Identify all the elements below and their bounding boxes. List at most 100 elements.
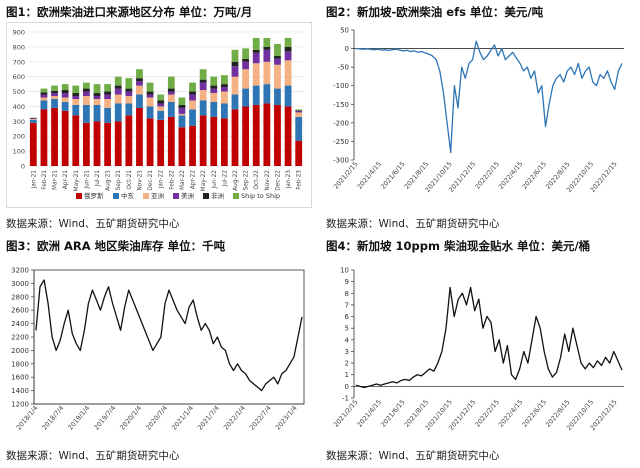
bar-segment (157, 119, 165, 166)
y-tick-label: 1 (345, 371, 349, 379)
chart-1-title: 图1：欧洲柴油进口来源地区分布 单位：万吨/月 (6, 5, 253, 19)
y-tick-label: 800 (13, 43, 25, 51)
bar-segment (263, 103, 271, 166)
legend-label: 美洲 (181, 191, 194, 200)
chart-1-svg: 0 100 200 300 400 500 600 700 800 900 Jan-21 Feb-21… (6, 22, 312, 208)
bar-segment (72, 96, 80, 99)
y-tick-label: 700 (13, 58, 25, 66)
bar-segment (40, 88, 48, 93)
x-tick-label: 2020/7/4 (144, 404, 169, 432)
bar-segment (167, 76, 175, 89)
y-tick-label: 2200 (11, 334, 29, 342)
bar-segment (220, 75, 228, 85)
bar-segment (146, 94, 154, 98)
bar-segment (189, 82, 196, 92)
bar-segment (263, 49, 271, 62)
bar-segment (167, 116, 175, 166)
data-line (355, 286, 623, 389)
x-tick-label: Jun-22 (212, 170, 218, 190)
bar-segment (51, 90, 58, 94)
bar-segment (274, 58, 281, 65)
bar-segment (178, 97, 186, 105)
bar-segment (125, 88, 133, 92)
bar-segment (242, 106, 250, 166)
bar-segment (231, 94, 239, 110)
bar-segment (51, 99, 58, 108)
bar-segment (82, 82, 90, 89)
bar-segment (242, 48, 250, 59)
bar-segment (274, 88, 281, 105)
bar-segment (157, 94, 165, 101)
bar-segment (220, 84, 228, 88)
bar-segment (252, 37, 260, 50)
bar-segment (82, 91, 90, 97)
y-tick-label: 5 (345, 325, 349, 333)
y-tick-label: 0 (345, 383, 349, 391)
bar-segment (40, 92, 48, 95)
bar-segment (125, 96, 133, 104)
data-line (35, 279, 303, 392)
bar-segment (136, 94, 143, 108)
bar-segment (72, 85, 80, 94)
bar-segment (220, 91, 228, 104)
y-tick-label: 4 (345, 336, 350, 344)
bar-segment (157, 110, 165, 120)
bar-segment (210, 93, 218, 102)
panel-1: 图1：欧洲柴油进口来源地区分布 单位：万吨/月 0 100 200 300 400 500… (0, 0, 320, 234)
bar-segment (93, 99, 101, 105)
bar-segment (136, 81, 143, 86)
legend-swatch (113, 193, 119, 199)
bar-segment (146, 118, 154, 166)
bar-segment (125, 103, 133, 116)
bar-segment (114, 76, 122, 86)
bar-segment (29, 119, 37, 120)
bar-segment (231, 76, 239, 95)
bar-segment (178, 107, 186, 114)
y-tick-label: 300 (13, 118, 25, 126)
y-tick-label: 1800 (11, 360, 29, 368)
bar-segment (274, 55, 281, 59)
bar-segment (104, 99, 112, 108)
bar-segment (274, 64, 281, 89)
bar-segment (220, 118, 228, 166)
bar-segment (136, 78, 143, 82)
bar-segment (72, 93, 80, 97)
bar-segment (61, 93, 69, 98)
y-tick-label: 600 (13, 73, 25, 81)
x-tick-label: Feb-22 (169, 170, 175, 190)
y-tick-label: 2600 (11, 307, 29, 315)
x-tick-label: Jan-22 (159, 170, 165, 190)
x-tick-label: 2021/7/4 (196, 404, 221, 432)
bar-segment (167, 88, 175, 92)
bar-segment (199, 115, 207, 166)
bar-segment (189, 91, 196, 95)
y-tick-label: -1 (342, 395, 349, 403)
bar-segment (29, 122, 37, 166)
legend-swatch (143, 193, 149, 199)
bar-segment (114, 94, 122, 104)
x-tick-label: 2022/7/4 (248, 404, 273, 432)
bar-segment (61, 110, 69, 166)
bar-segment (242, 58, 250, 62)
y-tick-label: 7 (345, 301, 349, 309)
bar-segment (104, 91, 112, 95)
legend-label: Ship to Ship (241, 192, 280, 200)
panel-2: 图2：新加坡-欧洲柴油 efs 单位：美元/吨 50 0 -50 -100 -150 -2… (320, 0, 640, 234)
bar-segment (295, 109, 303, 111)
bar-segment (295, 140, 303, 166)
legend-swatch (76, 193, 82, 199)
x-tick-label: Sep-22 (244, 170, 250, 191)
x-tick-label: Jul-22 (222, 170, 228, 188)
bar-segment (220, 87, 228, 92)
bar-segment (284, 106, 292, 166)
x-tick-label: Jun-21 (84, 170, 90, 190)
y-tick-label: 2400 (11, 320, 29, 328)
y-tick-label: 1400 (11, 387, 29, 395)
bar-segment (61, 101, 69, 111)
bar-segment (199, 90, 207, 101)
x-tick-label: 2019/1/4 (66, 404, 91, 432)
x-tick-label: 2022/1/4 (222, 404, 247, 432)
bar-segment (199, 100, 207, 116)
bar-segment (252, 104, 260, 166)
bar-segment (61, 84, 69, 91)
